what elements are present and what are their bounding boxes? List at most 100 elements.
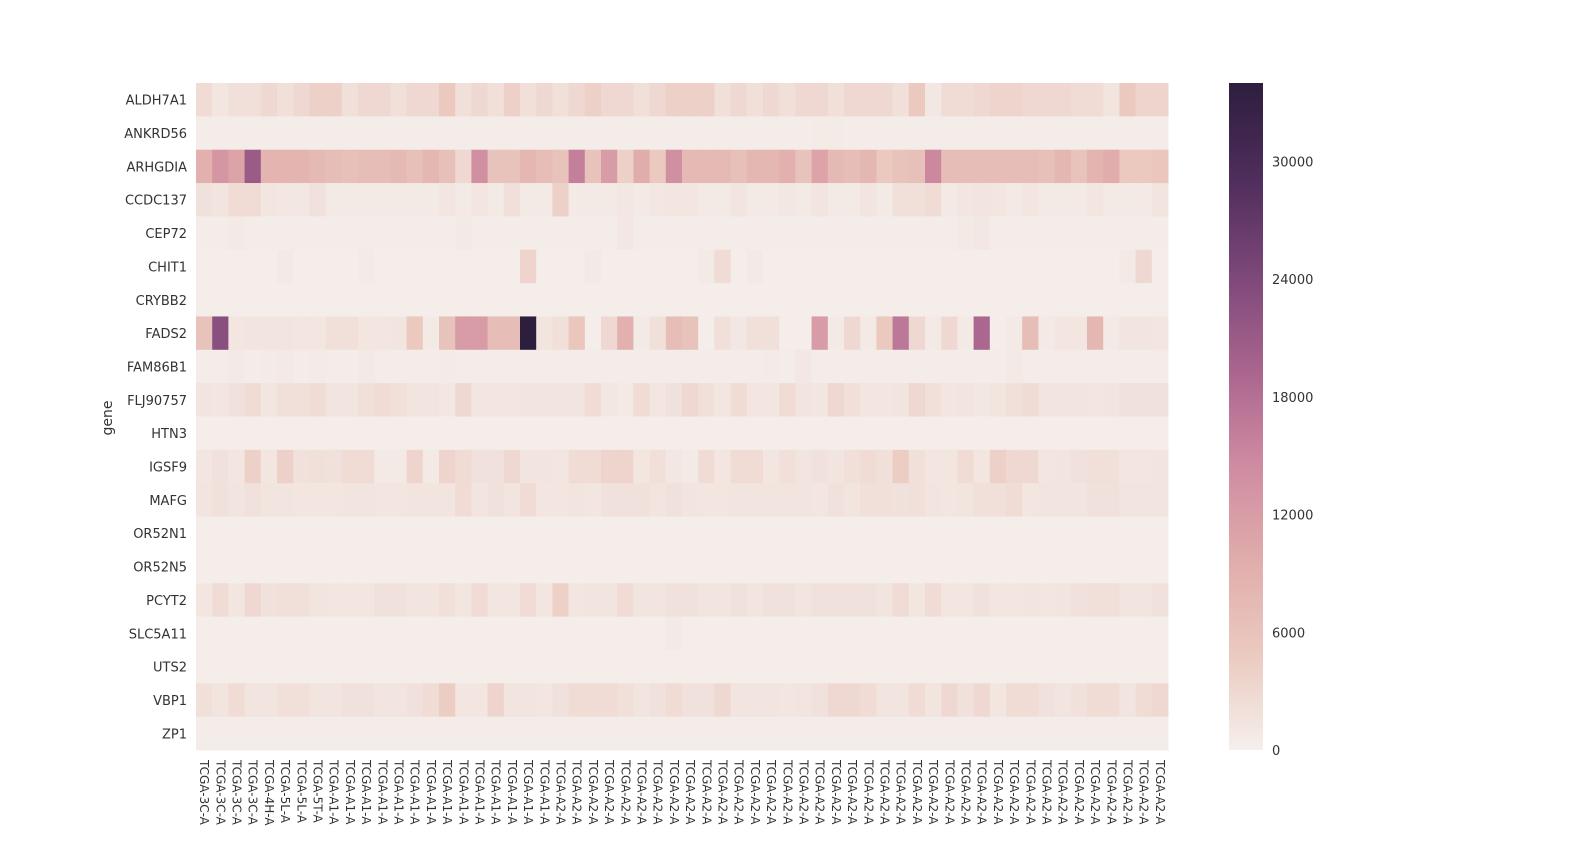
heatmap-cell xyxy=(455,616,472,651)
column-label: TCGA-A1-A xyxy=(424,759,438,825)
heatmap-cell xyxy=(989,349,1007,384)
heatmap-cell xyxy=(925,116,942,151)
heatmap-cell xyxy=(633,349,651,384)
heatmap-cell xyxy=(941,83,958,117)
heatmap-cell xyxy=(908,583,926,618)
heatmap-cell xyxy=(633,83,651,117)
heatmap-cell xyxy=(973,516,991,551)
heatmap-cell xyxy=(487,283,505,317)
heatmap-cell xyxy=(827,516,845,551)
heatmap-cell xyxy=(1022,616,1039,651)
column-label: TCGA-A2-A xyxy=(829,759,843,825)
heatmap-cell xyxy=(1119,283,1137,317)
heatmap-cell xyxy=(568,483,586,518)
heatmap-cell xyxy=(406,583,424,618)
heatmap-cell xyxy=(617,349,634,384)
heatmap-cell xyxy=(374,616,391,651)
heatmap-cell xyxy=(568,183,586,217)
heatmap-cell xyxy=(455,583,472,618)
heatmap-cell xyxy=(228,716,246,751)
heatmap-cell xyxy=(584,349,602,384)
heatmap-cell xyxy=(1087,349,1104,384)
heatmap-cell xyxy=(1151,349,1169,384)
heatmap-cell xyxy=(1087,83,1104,117)
heatmap-cell xyxy=(665,349,683,384)
heatmap-cell xyxy=(730,116,748,151)
heatmap-cell xyxy=(649,549,667,584)
heatmap-cell xyxy=(925,249,942,284)
heatmap-cell xyxy=(244,416,262,451)
heatmap-cell xyxy=(1119,316,1137,351)
heatmap-cell xyxy=(989,216,1007,251)
heatmap-cell xyxy=(503,616,521,651)
heatmap-cell xyxy=(212,616,229,651)
heatmap-cell xyxy=(795,683,813,718)
heatmap-cell xyxy=(876,616,894,651)
column-label: TCGA-A1-A xyxy=(456,759,470,825)
heatmap-cell xyxy=(520,149,537,184)
heatmap-cell xyxy=(390,583,408,618)
heatmap-cell xyxy=(1087,549,1104,584)
heatmap-cell xyxy=(293,116,310,151)
heatmap-cell xyxy=(1038,583,1056,618)
heatmap-cell xyxy=(277,149,294,184)
heatmap-cell xyxy=(1119,349,1137,384)
heatmap-cell xyxy=(1119,483,1137,518)
heatmap-cell xyxy=(682,516,699,551)
heatmap-cell xyxy=(406,149,424,184)
heatmap-cell xyxy=(260,183,278,217)
row-label: OR52N5 xyxy=(133,561,187,576)
heatmap-cell xyxy=(520,183,537,217)
heatmap-cell xyxy=(1135,449,1153,484)
column-label: TCGA-A2-A xyxy=(861,759,875,825)
heatmap-cell xyxy=(358,583,375,618)
heatmap-cell xyxy=(1054,516,1072,551)
heatmap-cell xyxy=(487,216,505,251)
heatmap-cell xyxy=(471,583,489,618)
heatmap-cell xyxy=(471,249,489,284)
heatmap-cell xyxy=(536,249,553,284)
heatmap-cell xyxy=(957,83,975,117)
heatmap-cell xyxy=(811,149,829,184)
column-label: TCGA-A2-A xyxy=(780,759,794,825)
heatmap-cell xyxy=(212,549,229,584)
heatmap-cell xyxy=(925,716,942,751)
colorbar-tick-label: 6000 xyxy=(1272,626,1305,641)
heatmap-cell xyxy=(811,316,829,351)
heatmap-cell xyxy=(228,316,246,351)
heatmap-cell xyxy=(374,83,391,117)
heatmap-cell xyxy=(406,716,424,751)
column-label: TCGA-A1-A xyxy=(327,759,341,825)
heatmap-cell xyxy=(244,516,262,551)
heatmap-cell xyxy=(989,549,1007,584)
column-label: TCGA-A1-A xyxy=(473,759,487,825)
heatmap-cell xyxy=(1006,683,1023,718)
heatmap-cell xyxy=(277,483,294,518)
heatmap-cell xyxy=(811,349,829,384)
heatmap-cell xyxy=(212,683,229,718)
heatmap-cell xyxy=(212,716,229,751)
heatmap-cell xyxy=(941,283,958,317)
heatmap-cell xyxy=(665,549,683,584)
heatmap-cell xyxy=(1151,449,1169,484)
heatmap-cell xyxy=(277,183,294,217)
heatmap-cell xyxy=(698,149,715,184)
heatmap-cell xyxy=(698,249,715,284)
heatmap-cell xyxy=(876,716,894,751)
heatmap-cell xyxy=(633,649,651,684)
heatmap-cell xyxy=(374,416,391,451)
heatmap-cell xyxy=(1103,416,1120,451)
heatmap-cell xyxy=(1038,183,1056,217)
heatmap-cell xyxy=(941,149,958,184)
heatmap-cell xyxy=(568,116,586,151)
heatmap-cell xyxy=(584,149,602,184)
heatmap-cell xyxy=(406,216,424,251)
heatmap-cell xyxy=(487,683,505,718)
heatmap-cell xyxy=(341,249,359,284)
heatmap-cell xyxy=(763,349,780,384)
column-label: TCGA-A2-A xyxy=(716,759,730,825)
heatmap-cell xyxy=(1038,383,1056,417)
heatmap-cell xyxy=(908,649,926,684)
heatmap-cell xyxy=(1135,316,1153,351)
heatmap-cell xyxy=(374,649,391,684)
